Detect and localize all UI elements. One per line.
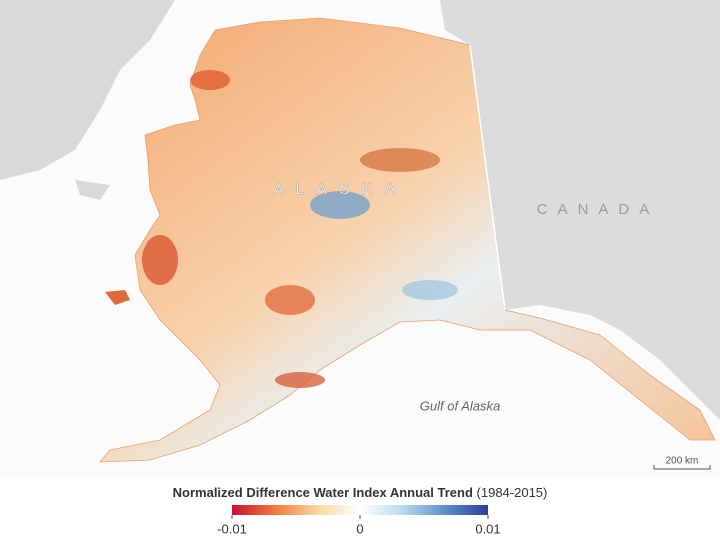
- legend-period: (1984-2015): [477, 485, 548, 500]
- legend-title: Normalized Difference Water Index Annual…: [173, 485, 548, 500]
- land-canada: [440, 0, 720, 420]
- patch: [310, 191, 370, 219]
- color-bar: [232, 505, 488, 515]
- patch: [360, 148, 440, 172]
- island: [105, 290, 130, 305]
- patch: [402, 280, 458, 300]
- patch: [190, 70, 230, 90]
- trend-patches: [142, 70, 458, 388]
- region-label: ALASKA: [273, 181, 407, 198]
- patch: [265, 285, 315, 315]
- border: [469, 44, 506, 311]
- land-island: [75, 180, 110, 200]
- patch: [275, 372, 325, 388]
- legend-title-main: Normalized Difference Water Index Annual…: [173, 485, 473, 500]
- country-label: CANADA: [537, 201, 660, 218]
- water-label: Gulf of Alaska: [420, 398, 500, 413]
- legend-tick-label: 0: [356, 521, 363, 536]
- land-russia: [0, 0, 175, 180]
- scale-bar: [653, 465, 711, 470]
- patch: [142, 235, 178, 285]
- legend-tick-label: -0.01: [217, 521, 247, 536]
- legend-tick-label: 0.01: [475, 521, 500, 536]
- scale-bar-label: 200 km: [666, 456, 699, 467]
